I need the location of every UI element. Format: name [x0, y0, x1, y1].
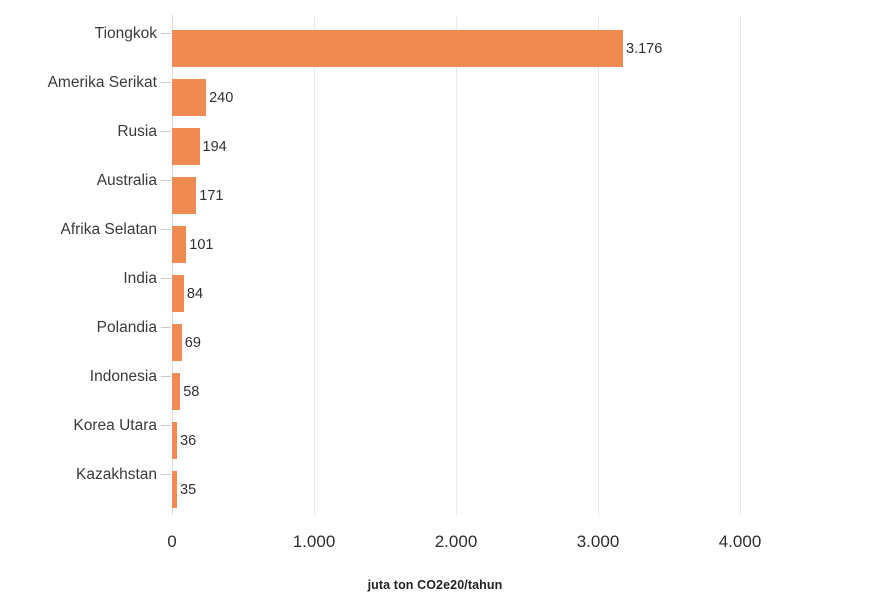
- bar[interactable]: [172, 324, 182, 361]
- y-axis-tick-mark: [161, 327, 171, 328]
- y-axis-tick-mark: [161, 376, 171, 377]
- y-axis-tick-mark: [161, 82, 171, 83]
- bar[interactable]: [172, 177, 197, 214]
- plot-area: 3.176 240 194 171 101 84 6: [172, 15, 741, 515]
- y-axis-tick-mark: [161, 33, 171, 34]
- bar[interactable]: [172, 275, 184, 312]
- y-axis-tick-label: Rusia: [117, 123, 157, 140]
- bar[interactable]: [172, 471, 177, 508]
- y-axis-tick-mark: [161, 229, 171, 230]
- bar[interactable]: [172, 422, 178, 459]
- gridline-1000: [314, 15, 315, 515]
- y-axis-tick-label: Korea Utara: [73, 417, 157, 434]
- bar-value-label: 84: [186, 285, 204, 302]
- bar-value-label: 35: [180, 481, 197, 498]
- y-axis-tick-label: Kazakhstan: [76, 466, 157, 483]
- x-axis-title: juta ton CO2e20/tahun: [367, 578, 503, 592]
- y-axis-tick-label: Tiongkok: [94, 25, 157, 42]
- bar-value-label: 3.176: [626, 40, 663, 57]
- y-axis-tick-label: Indonesia: [89, 368, 157, 385]
- bar[interactable]: [172, 79, 207, 116]
- bar-value-label: 171: [199, 187, 224, 204]
- bar-value-label: 240: [209, 89, 234, 106]
- y-axis-tick-mark: [161, 131, 171, 132]
- bar-value-label: 36: [180, 432, 197, 449]
- x-axis-tick-label: 4.000: [718, 532, 762, 551]
- gridline-2000: [456, 15, 457, 515]
- y-axis-tick-label: Amerika Serikat: [47, 74, 157, 91]
- x-axis-tick-label: 2.000: [434, 532, 478, 551]
- y-axis-tick-mark: [161, 474, 171, 475]
- y-axis-tick-label: Afrika Selatan: [60, 221, 158, 238]
- gridline-3000: [598, 15, 599, 515]
- y-axis-tick-mark: [161, 425, 171, 426]
- bar-value-label: 101: [189, 236, 214, 253]
- bar-value-label: 194: [202, 138, 227, 155]
- bar[interactable]: [172, 373, 181, 410]
- gridline-0: [172, 15, 173, 515]
- x-axis-tick-label: 1.000: [292, 532, 336, 551]
- bar[interactable]: [172, 226, 187, 263]
- y-axis-labels: Tiongkok Amerika Serikat Rusia Australia…: [0, 15, 157, 515]
- y-axis-tick-label: Polandia: [96, 319, 157, 336]
- y-axis-tick-label: Australia: [96, 172, 157, 189]
- bar[interactable]: [172, 30, 623, 67]
- bar-value-label: 69: [184, 334, 201, 351]
- bar-value-label: 58: [183, 383, 200, 400]
- y-axis-tick-mark: [161, 180, 171, 181]
- x-axis-tick-label: 0: [167, 532, 177, 551]
- bar[interactable]: [172, 128, 200, 165]
- gridline-4000: [740, 15, 741, 515]
- x-axis-tick-label: 3.000: [576, 532, 620, 551]
- y-axis-tick-mark: [161, 278, 171, 279]
- y-axis-tick-label: India: [123, 270, 157, 287]
